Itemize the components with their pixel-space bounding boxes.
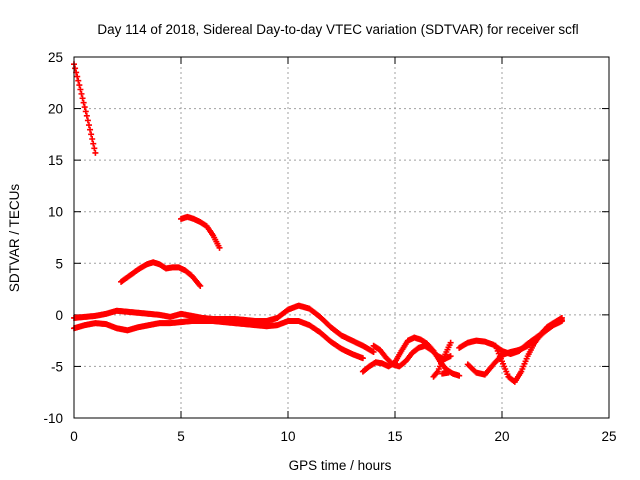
y-tick-label: 10 bbox=[48, 205, 63, 220]
x-tick-label: 25 bbox=[601, 429, 616, 444]
data-point bbox=[82, 108, 89, 115]
data-point bbox=[72, 65, 79, 72]
series-arc-3 bbox=[118, 259, 204, 289]
data-point bbox=[216, 244, 223, 251]
series-arc-1 bbox=[71, 61, 99, 156]
data-point bbox=[74, 73, 81, 80]
x-tick-label: 15 bbox=[387, 429, 402, 444]
data-point bbox=[80, 99, 87, 106]
data-point bbox=[359, 355, 366, 362]
data-point bbox=[79, 95, 86, 102]
x-tick-label: 20 bbox=[494, 429, 509, 444]
grid bbox=[74, 57, 609, 418]
data-point bbox=[85, 122, 92, 129]
data-point bbox=[447, 353, 454, 360]
series-arc-2 bbox=[178, 213, 223, 251]
data-point bbox=[89, 135, 96, 142]
data-point bbox=[447, 339, 454, 346]
data-point bbox=[83, 112, 90, 119]
x-tick-label: 0 bbox=[70, 429, 78, 444]
y-axis-label: SDTVAR / TECUs bbox=[7, 184, 22, 293]
data-point bbox=[76, 82, 83, 89]
data-point bbox=[84, 117, 91, 124]
data-point bbox=[75, 77, 82, 84]
data-point bbox=[370, 348, 377, 355]
data-point bbox=[91, 145, 98, 152]
data-point bbox=[197, 282, 204, 289]
data-point bbox=[77, 86, 84, 93]
data-point bbox=[92, 149, 99, 156]
y-tick-label: -5 bbox=[51, 359, 63, 374]
data-point bbox=[87, 126, 94, 133]
chart-title: Day 114 of 2018, Sidereal Day-to-day VTE… bbox=[97, 22, 578, 37]
data-point bbox=[90, 140, 97, 147]
series-band-i bbox=[492, 314, 565, 385]
series-band-f bbox=[439, 369, 452, 377]
axis-tick-labels: 0 5 10 15 20 25 -10 -5 0 5 10 15 20 25 bbox=[43, 50, 616, 444]
data-point bbox=[456, 372, 463, 379]
x-tick-label: 10 bbox=[280, 429, 295, 444]
plot-frame bbox=[73, 56, 610, 419]
series-band-b bbox=[71, 318, 366, 362]
data-points bbox=[71, 61, 565, 385]
y-tick-label: -10 bbox=[43, 411, 63, 426]
data-point bbox=[445, 369, 452, 376]
axis-ticks bbox=[73, 56, 610, 419]
data-point bbox=[558, 314, 565, 321]
y-tick-label: 20 bbox=[48, 102, 63, 117]
data-point bbox=[81, 104, 88, 111]
data-point bbox=[88, 131, 95, 138]
y-tick-label: 0 bbox=[55, 308, 63, 323]
series-band-e bbox=[430, 339, 454, 380]
y-tick-label: 25 bbox=[48, 50, 63, 65]
x-tick-label: 5 bbox=[177, 429, 185, 444]
y-tick-label: 5 bbox=[55, 256, 63, 271]
x-axis-label: GPS time / hours bbox=[289, 458, 392, 473]
y-tick-label: 15 bbox=[48, 153, 63, 168]
data-point bbox=[78, 90, 85, 97]
series-band-d bbox=[370, 342, 454, 370]
